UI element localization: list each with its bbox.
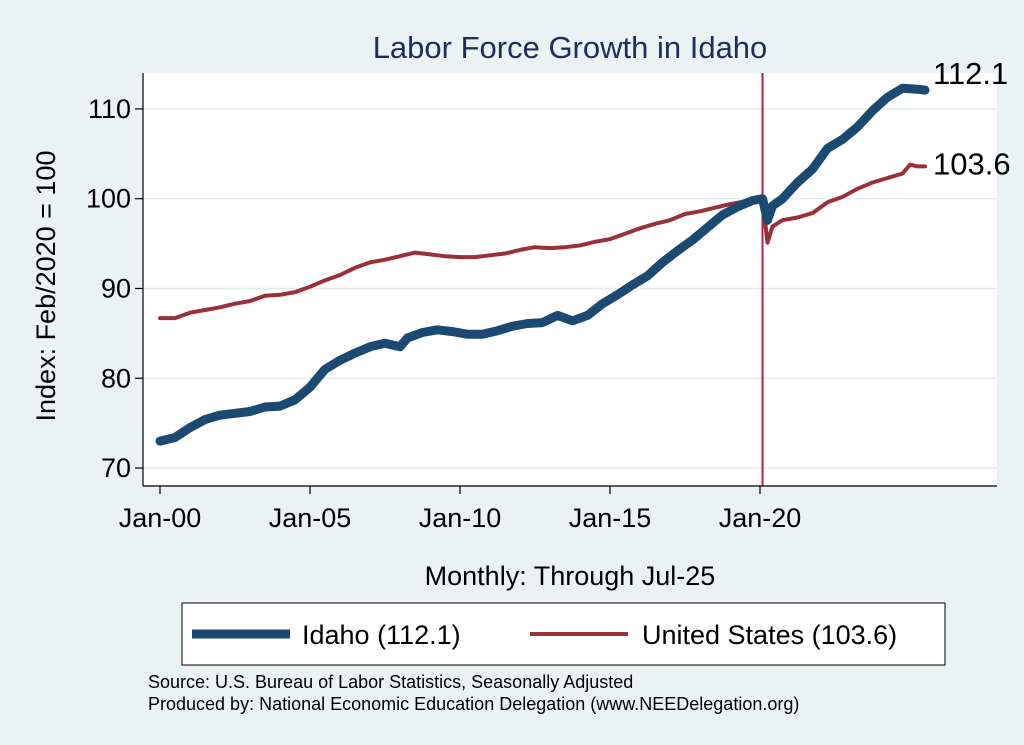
end-label-united-states: 103.6 xyxy=(933,146,1011,181)
chart-title: Labor Force Growth in Idaho xyxy=(373,30,768,65)
x-tick-label: Jan-05 xyxy=(269,503,352,533)
series-line-united-states xyxy=(158,162,927,321)
x-tick-label: Jan-15 xyxy=(569,503,652,533)
legend: Idaho (112.1) United States (103.6) xyxy=(181,602,946,666)
x-tick-label: Jan-00 xyxy=(119,503,202,533)
y-axis-ticks: 70 80 90 100 110 xyxy=(86,94,143,483)
y-tick-label: 90 xyxy=(101,273,131,303)
y-tick-label: 70 xyxy=(101,453,131,483)
series-lines xyxy=(155,83,930,446)
legend-label-us: United States (103.6) xyxy=(642,620,897,650)
y-tick-label: 80 xyxy=(101,363,131,393)
plot-area xyxy=(142,73,997,487)
plot-background xyxy=(143,73,997,486)
y-axis-label: Index: Feb/2020 = 100 xyxy=(31,151,61,422)
end-label-idaho: 112.1 xyxy=(933,56,1008,91)
gridlines xyxy=(143,108,997,469)
end-labels: 112.1 103.6 xyxy=(933,56,1011,181)
y-tick-label: 100 xyxy=(86,184,131,214)
source-note: Source: U.S. Bureau of Labor Statistics,… xyxy=(148,672,633,692)
series-line-idaho xyxy=(155,83,930,446)
x-axis-label: Monthly: Through Jul-25 xyxy=(425,561,716,591)
producer-note: Produced by: National Economic Education… xyxy=(148,694,799,714)
x-axis-ticks: Jan-00 Jan-05 Jan-10 Jan-15 Jan-20 xyxy=(119,486,802,533)
y-tick-label: 110 xyxy=(88,94,131,124)
x-tick-label: Jan-10 xyxy=(419,503,502,533)
legend-label-idaho: Idaho (112.1) xyxy=(302,620,461,650)
x-tick-label: Jan-20 xyxy=(719,503,802,533)
